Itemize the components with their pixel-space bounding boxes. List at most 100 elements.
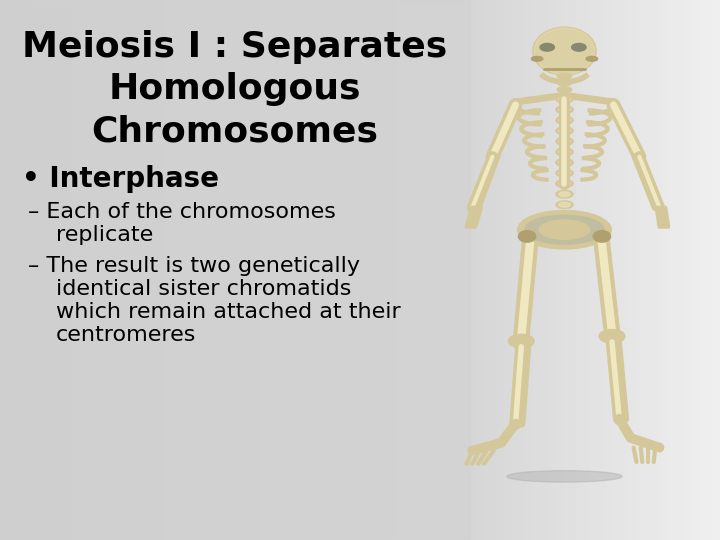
Bar bbox=[583, 0, 590, 540]
Bar bbox=[698, 0, 706, 540]
Bar bbox=[259, 0, 266, 540]
Bar bbox=[158, 0, 166, 540]
Ellipse shape bbox=[556, 148, 573, 156]
Bar bbox=[475, 0, 482, 540]
Ellipse shape bbox=[556, 95, 573, 103]
Bar bbox=[36, 0, 43, 540]
Bar bbox=[43, 0, 50, 540]
Bar bbox=[310, 0, 317, 540]
Ellipse shape bbox=[556, 117, 573, 124]
Ellipse shape bbox=[557, 86, 572, 92]
Text: centromeres: centromeres bbox=[56, 325, 197, 345]
Bar bbox=[72, 0, 79, 540]
Ellipse shape bbox=[533, 27, 596, 75]
Bar bbox=[569, 0, 576, 540]
Bar bbox=[482, 0, 490, 540]
Bar bbox=[230, 0, 238, 540]
Ellipse shape bbox=[518, 211, 611, 249]
Bar bbox=[648, 0, 655, 540]
Text: – The result is two genetically: – The result is two genetically bbox=[28, 256, 360, 276]
Bar bbox=[374, 0, 382, 540]
Bar bbox=[151, 0, 158, 540]
Bar bbox=[684, 0, 691, 540]
Bar bbox=[691, 0, 698, 540]
Bar bbox=[130, 0, 137, 540]
Bar bbox=[274, 0, 281, 540]
Ellipse shape bbox=[556, 127, 573, 134]
Bar bbox=[360, 0, 367, 540]
Bar bbox=[58, 0, 65, 540]
Bar bbox=[0, 0, 470, 540]
Ellipse shape bbox=[559, 160, 570, 165]
Ellipse shape bbox=[559, 97, 570, 102]
Bar bbox=[137, 0, 144, 540]
Bar bbox=[122, 0, 130, 540]
Bar bbox=[79, 0, 86, 540]
Bar bbox=[101, 0, 108, 540]
Bar bbox=[223, 0, 230, 540]
Ellipse shape bbox=[557, 93, 572, 99]
Bar bbox=[317, 0, 324, 540]
Bar bbox=[598, 0, 605, 540]
Bar bbox=[662, 0, 670, 540]
Bar bbox=[562, 0, 569, 540]
Bar bbox=[590, 0, 598, 540]
Bar bbox=[166, 0, 173, 540]
Ellipse shape bbox=[531, 56, 543, 61]
Bar bbox=[187, 0, 194, 540]
Ellipse shape bbox=[559, 234, 570, 239]
Bar bbox=[490, 0, 497, 540]
Ellipse shape bbox=[593, 231, 611, 242]
Bar bbox=[144, 0, 151, 540]
Bar bbox=[641, 0, 648, 540]
Text: Chromosomes: Chromosomes bbox=[91, 114, 379, 148]
Ellipse shape bbox=[559, 129, 570, 133]
Bar bbox=[302, 0, 310, 540]
Bar bbox=[245, 0, 252, 540]
Bar bbox=[252, 0, 259, 540]
Bar bbox=[216, 0, 223, 540]
Bar bbox=[425, 0, 432, 540]
Bar bbox=[605, 0, 612, 540]
Bar bbox=[446, 0, 454, 540]
Ellipse shape bbox=[586, 56, 598, 61]
Bar bbox=[461, 0, 468, 540]
Text: identical sister chromatids: identical sister chromatids bbox=[56, 279, 351, 299]
Bar bbox=[180, 0, 187, 540]
Bar bbox=[439, 0, 446, 540]
Bar bbox=[331, 0, 338, 540]
Bar bbox=[634, 0, 641, 540]
Ellipse shape bbox=[599, 329, 625, 343]
Ellipse shape bbox=[507, 471, 622, 482]
Ellipse shape bbox=[559, 213, 570, 218]
Bar bbox=[0, 0, 7, 540]
Bar bbox=[670, 0, 677, 540]
Bar bbox=[540, 0, 547, 540]
Ellipse shape bbox=[559, 181, 570, 186]
Ellipse shape bbox=[572, 43, 586, 51]
Bar bbox=[410, 0, 418, 540]
Bar bbox=[655, 0, 662, 540]
Bar bbox=[619, 0, 626, 540]
Bar bbox=[338, 0, 346, 540]
Ellipse shape bbox=[556, 201, 573, 208]
Ellipse shape bbox=[540, 43, 554, 51]
Bar bbox=[202, 0, 209, 540]
Bar bbox=[497, 0, 504, 540]
Ellipse shape bbox=[557, 73, 572, 79]
Bar bbox=[504, 0, 511, 540]
Bar bbox=[281, 0, 288, 540]
Bar bbox=[50, 0, 58, 540]
Ellipse shape bbox=[518, 231, 536, 242]
Bar bbox=[115, 0, 122, 540]
Ellipse shape bbox=[556, 180, 573, 187]
Bar bbox=[677, 0, 684, 540]
Ellipse shape bbox=[556, 106, 573, 113]
Bar bbox=[518, 0, 526, 540]
Ellipse shape bbox=[508, 334, 534, 348]
Text: – Each of the chromosomes: – Each of the chromosomes bbox=[28, 202, 336, 222]
Bar bbox=[288, 0, 295, 540]
Bar bbox=[86, 0, 94, 540]
Text: • Interphase: • Interphase bbox=[22, 165, 219, 193]
Bar bbox=[295, 0, 302, 540]
